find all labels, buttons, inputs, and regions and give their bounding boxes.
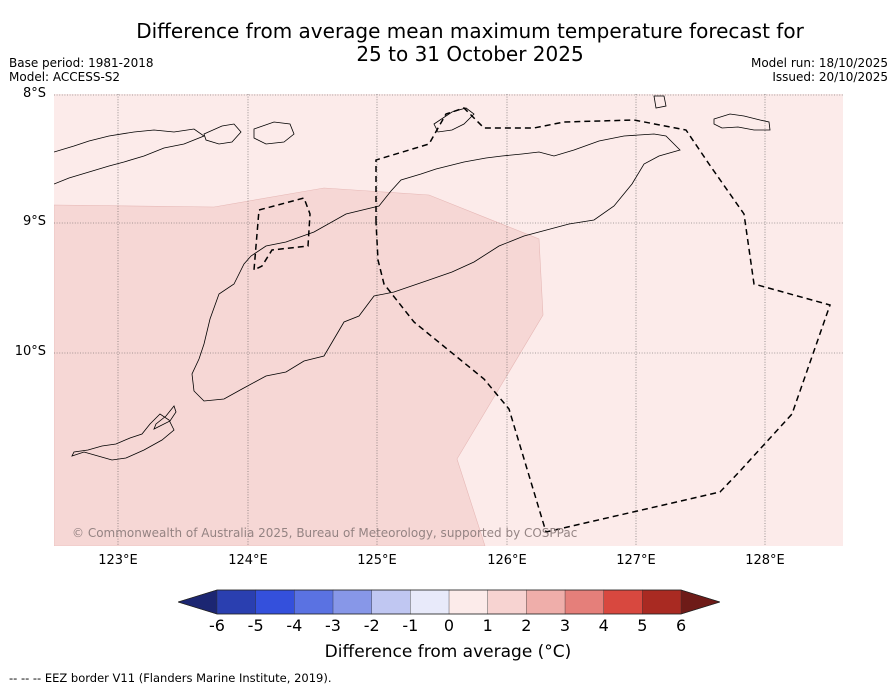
base-period: Base period: 1981-2018 [9,56,154,70]
colorbar-cell-5 [371,589,411,615]
colorbar-tick-12: 6 [675,616,687,635]
colorbar-cell-13 [680,589,720,615]
coastline-pantar [253,121,295,145]
chart-title: Difference from average mean maximum tem… [0,20,896,66]
colorbar-tick-6: 0 [443,616,455,635]
colorbar-cell-7 [448,589,489,615]
colorbar [178,589,720,615]
model-run: Model run: 18/10/2025 [750,56,888,70]
coastline-sawu [71,413,175,461]
eez-border [253,107,831,533]
colorbar-cell-2 [255,589,295,615]
colorbar-tick-3: -3 [325,616,341,635]
copyright-text: © Commonwealth of Australia 2025, Bureau… [72,526,577,540]
colorbar-tick-1: -5 [247,616,264,635]
colorbar-cell-1 [216,589,257,615]
title-line-1: Difference from average mean maximum tem… [136,19,804,43]
coastline-flores-east [54,128,205,185]
meta-right: Model run: 18/10/2025 Issued: 20/10/2025 [751,56,888,84]
coastline-small-island-1 [653,95,667,109]
coastline-small-island-2 [713,113,771,131]
colorbar-tick-2: -4 [286,616,303,635]
colorbar-tick-5: -1 [402,616,419,635]
forecast-map: © Commonwealth of Australia 2025, Bureau… [54,94,843,546]
colorbar-cell-4 [332,589,373,615]
lon-label-128e: 128°E [745,553,785,568]
colorbar-tick-4: -2 [363,616,380,635]
lat-label-9s: 9°S [22,214,46,229]
issued-date: Issued: 20/10/2025 [772,70,888,84]
eez-legend: -- -- -- EEZ border V11 (Flanders Marine… [9,671,332,685]
anomaly-region-1-2 [54,187,544,546]
meta-left: Base period: 1981-2018 Model: ACCESS-S2 [9,56,154,84]
lon-label-126e: 126°E [487,553,527,568]
title-line-2: 25 to 31 October 2025 [356,42,584,66]
coastline-alor [203,123,242,145]
colorbar-tick-9: 3 [559,616,571,635]
model-name: Model: ACCESS-S2 [9,70,121,84]
colorbar-cell-0 [178,589,218,615]
lon-label-125e: 125°E [357,553,397,568]
colorbar-cell-8 [487,589,527,615]
coastlines [54,95,771,461]
colorbar-cell-6 [410,589,450,615]
colorbar-label: Difference from average (°C) [324,642,572,662]
colorbar-tick-10: 4 [598,616,609,635]
colorbar-tick-0: -6 [209,616,225,635]
lon-label-127e: 127°E [616,553,656,568]
lat-label-8s: 8°S [22,86,46,101]
colorbar-cell-12 [642,589,682,615]
colorbar-tick-7: 1 [482,616,493,635]
colorbar-cell-11 [603,589,643,615]
coastline-timor [191,133,681,402]
colorbar-outline [178,589,720,615]
lat-label-10s: 10°S [14,344,46,359]
colorbar-tick-11: 5 [637,616,648,635]
lon-label-124e: 124°E [228,553,268,568]
colorbar-cell-9 [526,589,566,615]
colorbar-tick-8: 2 [521,616,532,635]
colorbar-cell-10 [564,589,605,615]
colorbar-cell-3 [294,589,334,615]
lon-label-123e: 123°E [98,553,138,568]
